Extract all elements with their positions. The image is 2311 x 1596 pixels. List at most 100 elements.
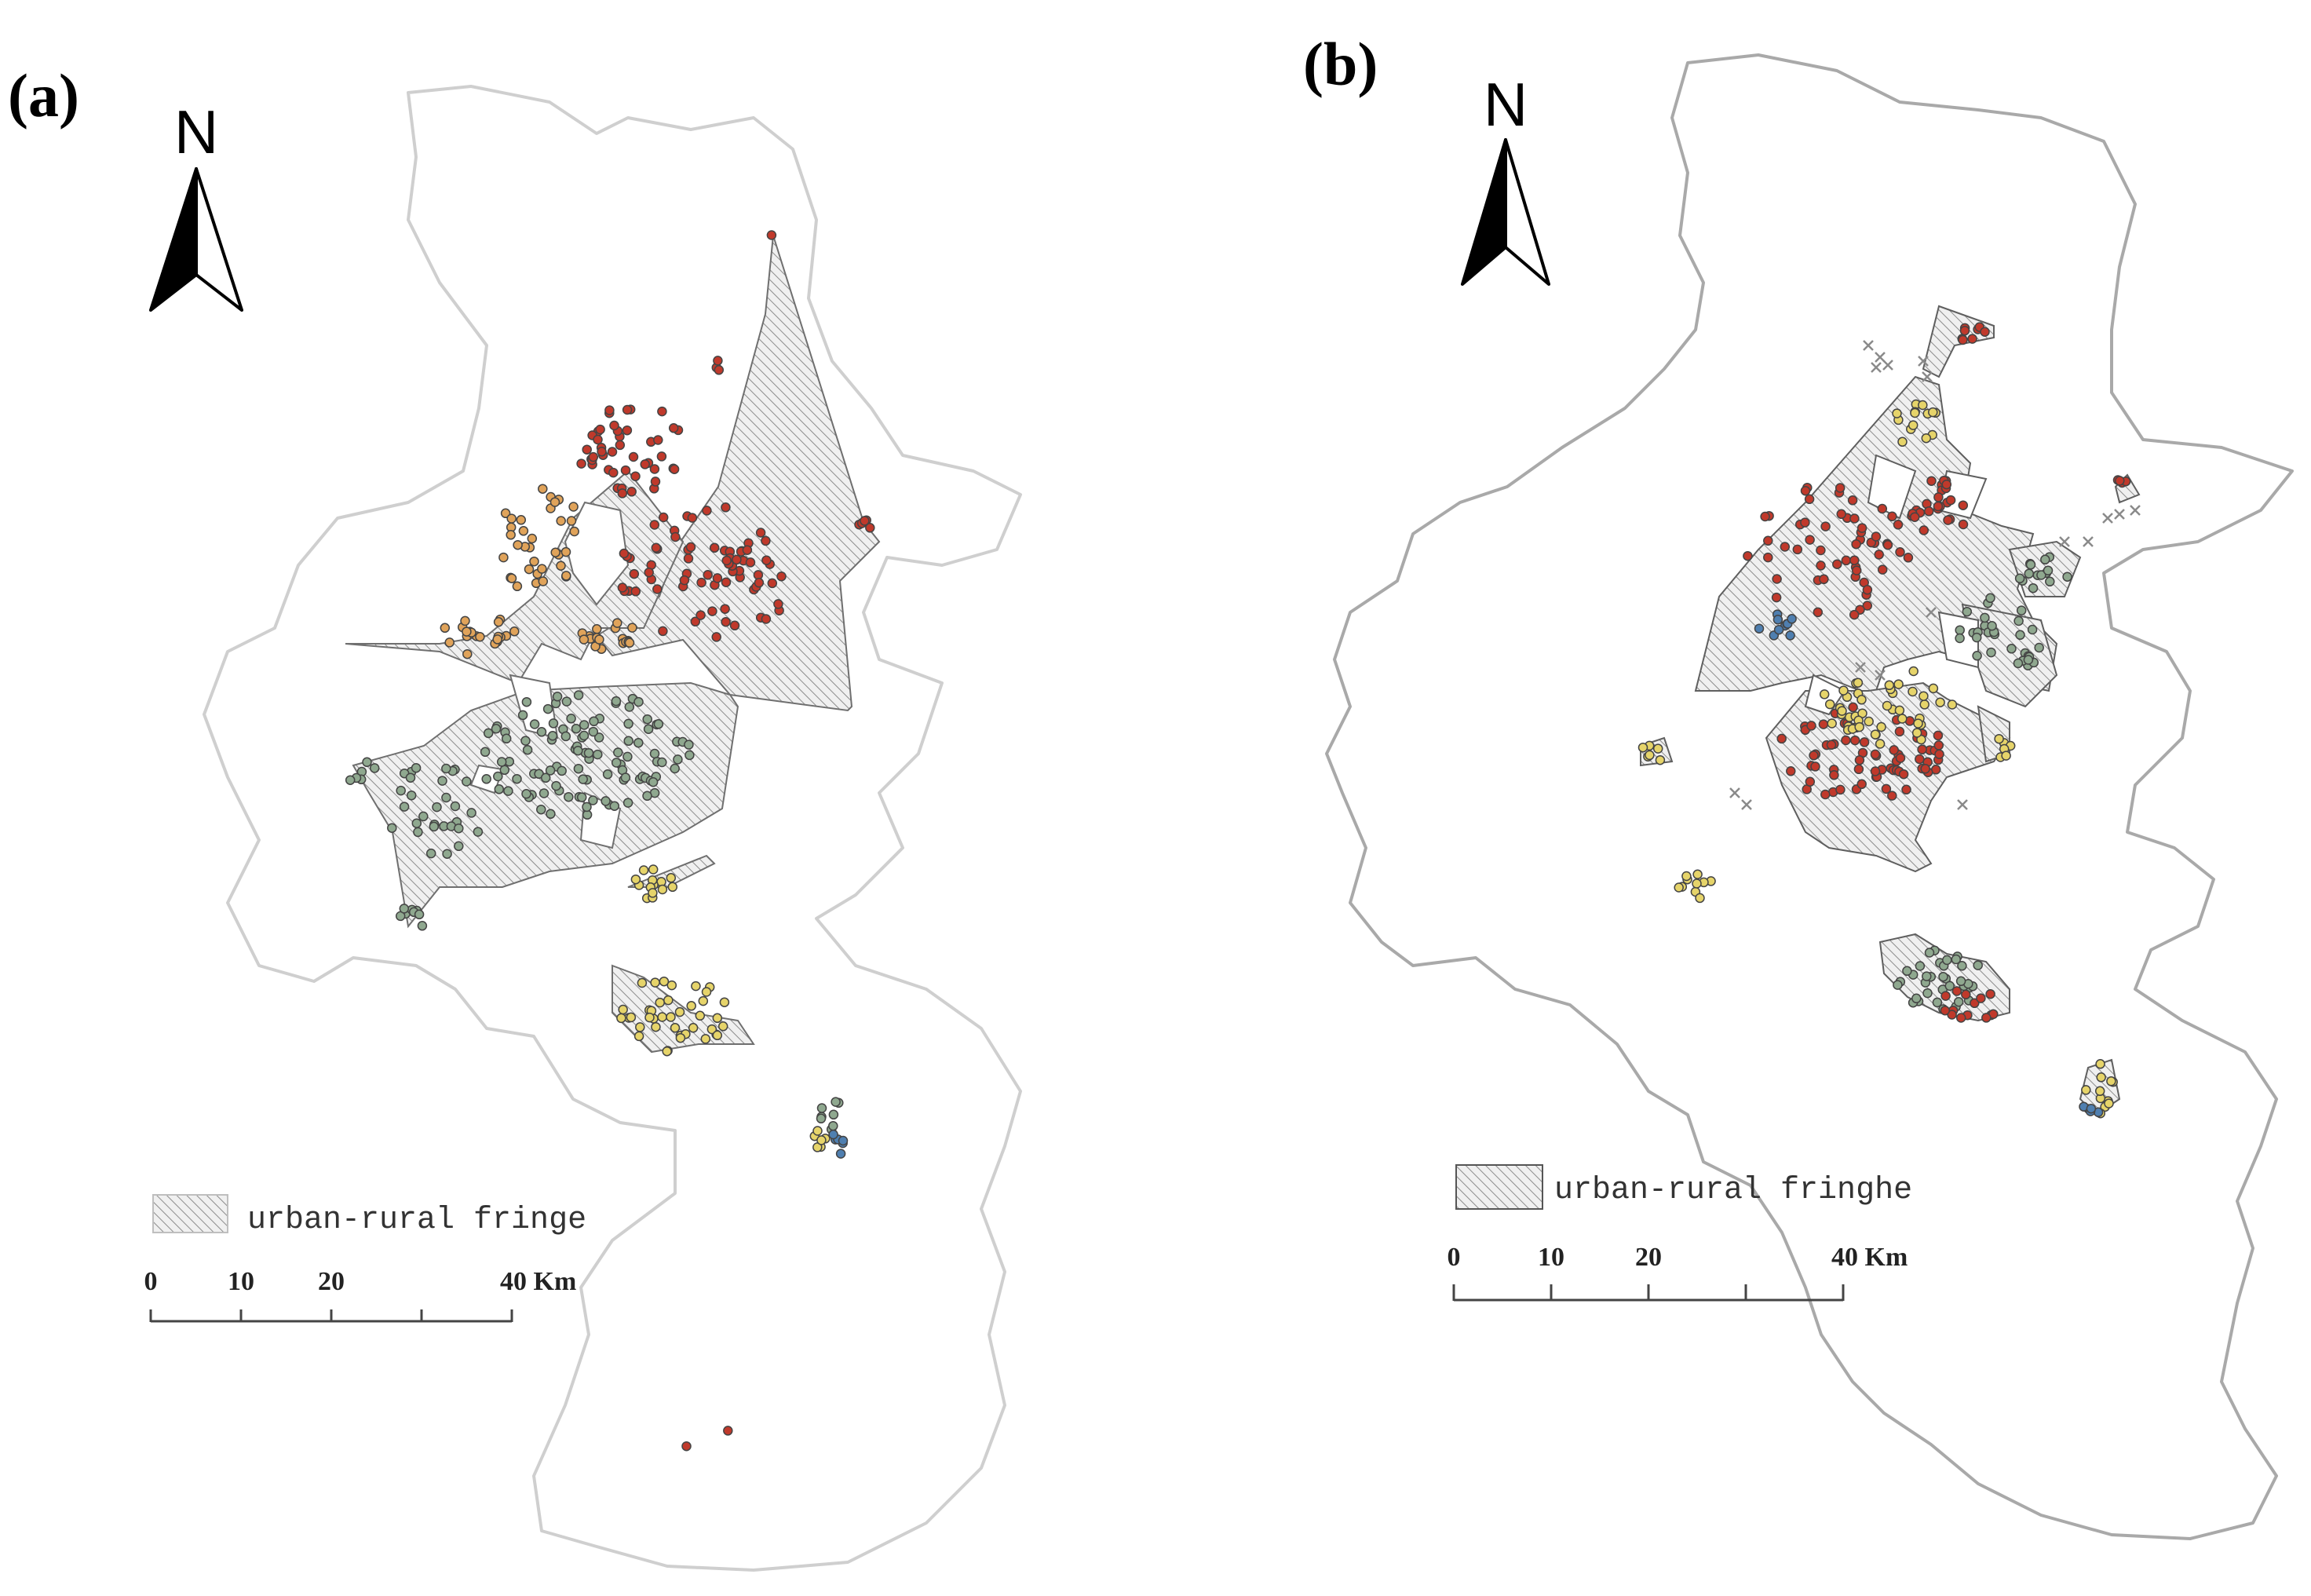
yellow-point <box>648 864 659 875</box>
green-point <box>609 801 620 811</box>
green-point <box>496 757 507 767</box>
panel-b-points <box>1637 322 2141 1119</box>
red-point <box>1980 327 1990 337</box>
yellow-point <box>1884 680 1895 691</box>
red-point <box>732 554 742 565</box>
red-point <box>1835 483 1846 493</box>
green-point <box>2024 568 2035 579</box>
yellow-point <box>1897 714 1908 724</box>
yellow-point <box>706 1024 717 1035</box>
orange-point <box>462 648 473 659</box>
yellow-point <box>1824 699 1835 710</box>
panel-b-scale-labels: 0 10 20 40 Km <box>1448 1243 1908 1272</box>
green-point <box>2013 658 2024 669</box>
yellow-point <box>1892 408 1902 418</box>
green-point <box>2043 565 2054 575</box>
red-point <box>761 614 772 624</box>
orange-point <box>440 623 451 634</box>
green-point <box>521 696 532 707</box>
red-point <box>742 545 753 555</box>
yellow-point <box>712 1013 723 1024</box>
green-point <box>828 1109 839 1120</box>
orange-point <box>527 533 538 544</box>
red-point <box>1835 784 1846 795</box>
yellow-point <box>1882 700 1893 711</box>
green-point <box>536 727 547 737</box>
red-point <box>1955 1013 1966 1023</box>
green-point <box>571 723 582 734</box>
green-point <box>396 785 406 796</box>
green-point <box>649 748 660 759</box>
yellow-point <box>1876 721 1886 732</box>
red-point <box>1926 476 1937 486</box>
yellow-point <box>1919 699 1929 710</box>
red-point <box>640 459 650 469</box>
red-point <box>658 512 669 523</box>
yellow-point <box>691 981 701 992</box>
green-point <box>642 714 652 725</box>
green-point <box>1893 980 1903 990</box>
red-point <box>702 506 712 516</box>
red-point <box>1976 993 1986 1003</box>
yellow-point <box>1652 743 1663 754</box>
green-point <box>517 710 528 721</box>
green-point <box>588 795 598 805</box>
red-point <box>761 555 772 565</box>
green-point <box>1902 966 1912 977</box>
red-point <box>1941 479 1952 490</box>
red-point <box>1881 783 1892 794</box>
red-point <box>1945 495 1956 506</box>
red-point <box>1810 761 1820 772</box>
red-point <box>1917 744 1927 754</box>
red-point <box>1786 766 1796 776</box>
red-point <box>1792 544 1803 555</box>
red-point <box>696 577 706 588</box>
red-point <box>607 447 618 457</box>
green-point <box>588 726 599 737</box>
green-point <box>1932 997 1943 1008</box>
orange-point <box>500 508 511 519</box>
red-point <box>593 434 603 445</box>
red-point <box>755 528 766 538</box>
yellow-point <box>1655 754 1666 765</box>
green-point <box>643 724 654 734</box>
red-point <box>711 632 721 642</box>
yellow-point <box>2104 1098 2114 1108</box>
red-point <box>773 599 783 609</box>
yellow-point <box>618 1004 628 1015</box>
red-point <box>703 570 713 580</box>
yellow-point <box>2001 751 2011 761</box>
red-point <box>1898 769 1909 780</box>
red-point <box>745 557 756 568</box>
red-point <box>1915 754 1925 765</box>
green-point <box>642 791 652 802</box>
red-point <box>1848 702 1858 713</box>
red-point <box>683 553 694 564</box>
orange-point <box>493 617 504 627</box>
red-point <box>1804 494 1815 505</box>
red-point <box>1849 735 1860 746</box>
red-point <box>1826 740 1837 751</box>
green-point <box>1942 955 1952 966</box>
yellow-point <box>667 882 678 893</box>
orange-point <box>569 526 579 537</box>
red-point <box>652 584 663 594</box>
scale-tick-20: 20 <box>1635 1243 1662 1272</box>
red-point <box>1940 1005 1951 1016</box>
yellow-point <box>712 1030 723 1041</box>
green-point <box>1957 961 1967 971</box>
yellow-point <box>1692 869 1703 880</box>
red-point <box>576 458 586 469</box>
green-point <box>547 731 558 741</box>
panel-b-legend: urban-rural fringhe <box>1455 1164 1912 1210</box>
orange-point <box>568 502 579 512</box>
yellow-point <box>666 1012 676 1022</box>
red-point <box>1818 719 1829 729</box>
red-point <box>1893 520 1904 530</box>
red-point <box>658 626 668 637</box>
red-point <box>1919 525 1929 535</box>
orange-point <box>594 634 604 645</box>
green-point <box>573 763 584 774</box>
green-point <box>466 808 476 818</box>
yellow-point <box>701 987 712 997</box>
